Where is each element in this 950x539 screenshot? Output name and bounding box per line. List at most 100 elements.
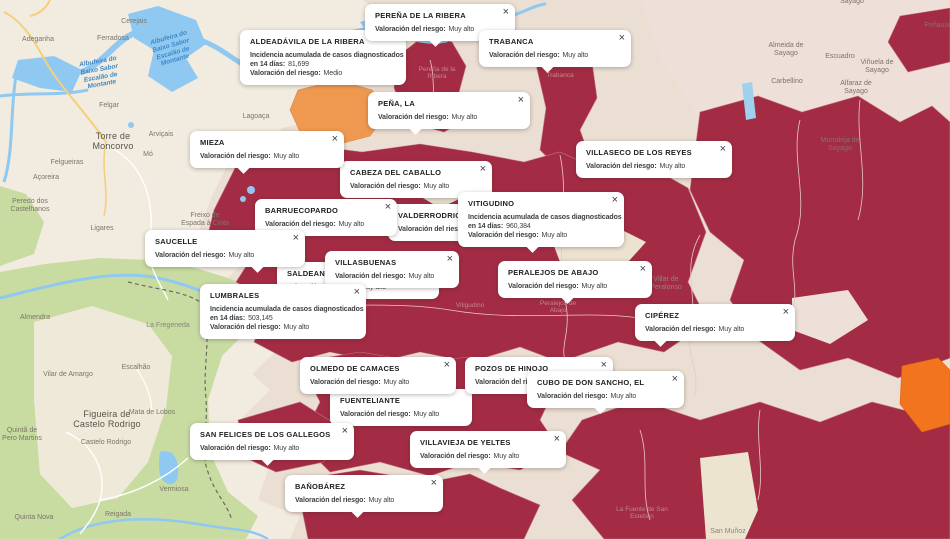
popup-risk-line: Valoración del riesgo:Muy alto <box>340 411 462 418</box>
close-icon[interactable]: × <box>611 194 618 206</box>
popup-risk-line: Valoración del riesgo:Muy alto <box>489 52 621 59</box>
close-icon[interactable]: × <box>502 6 509 18</box>
close-icon[interactable]: × <box>292 232 299 244</box>
risk-value: Muy alto <box>228 252 255 259</box>
popup-villaseco-de-los-reyes: VILLASECO DE LOS REYES Valoración del ri… <box>576 141 732 178</box>
risk-value: Muy alto <box>273 445 300 452</box>
risk-label: Valoración del riesgo: <box>489 52 560 59</box>
popup-fuenteliante: FUENTELIANTE Valoración del riesgo: Muy a… <box>330 389 472 426</box>
popup-title: VITIGUDINO <box>468 199 515 208</box>
close-icon[interactable]: × <box>517 94 524 106</box>
close-icon[interactable]: × <box>341 425 348 437</box>
portugal-terrain <box>0 186 262 539</box>
incidence-label2: en 14 días: <box>468 223 504 230</box>
risk-value: Muy alto <box>273 153 300 160</box>
popup-incidence-line2: en 14 días: 960,384 <box>468 223 614 230</box>
risk-label: Valoración del riesgo: <box>537 393 608 400</box>
risk-value: Muy alto <box>408 273 435 280</box>
popup-vitigudino: VITIGUDINO Incidencia acumulada de casos… <box>458 192 624 253</box>
popup-mieza: MIEZA Valoración del riesgo: Muy alto × <box>190 131 344 174</box>
risk-value: Muy alto <box>368 497 395 504</box>
risk-label: Valoración del riesgo: <box>398 226 469 233</box>
popup-risk-line: Valoración del riesgo:Muy alto <box>586 163 722 170</box>
incidence-label: Incidencia acumulada de casos diagnostic… <box>468 214 622 221</box>
popup-villasbuenas: VILLASBUENAS Valoración del riesgo: Muy a… <box>325 251 459 288</box>
popup-title: CIPÉREZ <box>645 311 680 320</box>
risk-label: Valoración del riesgo: <box>155 252 226 259</box>
close-icon[interactable]: × <box>353 286 360 298</box>
close-icon[interactable]: × <box>446 253 453 265</box>
popup-olmedo-de-camaces: OLMEDO DE CAMACES Valoración del riesgo:… <box>300 357 456 394</box>
risk-value: Muy alto <box>562 52 589 59</box>
close-icon[interactable]: × <box>331 133 338 145</box>
close-icon[interactable]: × <box>600 359 607 371</box>
popup-risk-line: Valoración del riesgo:Muy alto <box>508 283 642 290</box>
popup-incidence-line1: Incidencia acumulada de casos diagnostic… <box>250 52 404 59</box>
popup-trabanca: TRABANCA Valoración del riesgo: Muy alto … <box>479 30 631 73</box>
risk-label: Valoración del riesgo: <box>475 379 546 386</box>
popup-title: OLMEDO DE CAMACES <box>310 364 400 373</box>
popup-title: LUMBRALES <box>210 291 260 300</box>
popup-title: VALDERRODRIGO <box>398 211 468 220</box>
risk-value: Muy alto <box>718 326 745 333</box>
popup-title: SALDEANA <box>287 269 331 278</box>
popup-risk-line: Valoración del riesgo:Muy alto <box>265 221 387 228</box>
popup-cabeza-del-caballo: CABEZA DEL CABALLO Valoración del riesgo… <box>340 161 492 198</box>
close-icon[interactable]: × <box>553 433 560 445</box>
risk-value: Muy alto <box>659 163 686 170</box>
close-icon[interactable]: × <box>671 373 678 385</box>
close-icon[interactable]: × <box>443 359 450 371</box>
popup-title: BAÑOBÁREZ <box>295 482 346 491</box>
popup-risk-line: Valoración del riesgo:Muy alto <box>210 324 356 331</box>
popup-title: CABEZA DEL CABALLO <box>350 168 442 177</box>
popup-title: BARRUECOPARDO <box>265 206 339 215</box>
popup-peralejos-de-abajo: PERALEJOS DE ABAJO Valoración del riesgo… <box>498 261 652 304</box>
popup-incidence-line1: Incidencia acumulada de casos diagnostic… <box>210 306 364 313</box>
popup-title: ALDEADÁVILA DE LA RIBERA <box>250 37 365 46</box>
close-icon[interactable]: × <box>430 477 437 489</box>
close-icon[interactable]: × <box>782 306 789 318</box>
popup-risk-line: Valoración del riesgo:Muy alto <box>420 453 556 460</box>
incidence-value: 81,699 <box>288 61 309 68</box>
popup-risk-line: Valoración del riesgo:Muy alto <box>468 232 614 239</box>
popup-title: SAUCELLE <box>155 237 198 246</box>
risk-label: Valoración del riesgo: <box>350 183 421 190</box>
close-icon[interactable]: × <box>639 263 646 275</box>
incidence-value: 960,384 <box>506 223 531 230</box>
close-icon[interactable]: × <box>719 143 726 155</box>
risk-label: Valoración del riesgo: <box>200 445 271 452</box>
risk-label: Valoración del riesgo: <box>508 283 579 290</box>
popup-title: POZOS DE HINOJO <box>475 364 549 373</box>
incidence-label: Incidencia acumulada de casos diagnostic… <box>210 306 364 313</box>
risk-label: Valoración del riesgo: <box>335 273 406 280</box>
risk-label: Valoración del riesgo: <box>310 379 381 386</box>
high-risk-orange-municipality[interactable] <box>899 357 950 433</box>
close-icon[interactable]: × <box>479 163 486 175</box>
popup-title: PEÑA, LA <box>378 99 416 108</box>
popup-incidence-line2: en 14 días: 503,145 <box>210 315 356 322</box>
water <box>0 2 756 539</box>
popup-risk-line: Valoración del riesgo:Muy alto <box>200 445 344 452</box>
risk-label: Valoración del riesgo: <box>378 114 449 121</box>
popup-pena-la: PEÑA, LA Valoración del riesgo: Muy alto … <box>368 92 530 135</box>
risk-value: Muy alto <box>493 453 520 460</box>
risk-value: Muy alto <box>423 183 450 190</box>
popup-title: VILLAVIEJA DE YELTES <box>420 438 511 447</box>
risk-label: Valoración del riesgo: <box>645 326 716 333</box>
risk-value: Muy alto <box>610 393 637 400</box>
risk-label: Valoración del riesgo: <box>468 232 539 239</box>
popup-title: VILLASBUENAS <box>335 258 397 267</box>
popup-risk-line: Valoración del riesgo:Muy alto <box>537 393 674 400</box>
popup-risk-line: Valoración del riesgo:Muy alto <box>200 153 334 160</box>
close-icon[interactable]: × <box>618 32 625 44</box>
popup-risk-line: Valoración del riesgo: Medio <box>250 70 396 77</box>
risk-label: Valoración del riesgo: <box>340 411 411 418</box>
close-icon[interactable]: × <box>384 201 391 213</box>
popup-saucelle: SAUCELLE Valoración del riesgo: Muy alto … <box>145 230 305 273</box>
popup-incidence-line2: en 14 días: 81,699 <box>250 61 396 68</box>
incidence-label: Incidencia acumulada de casos diagnostic… <box>250 52 404 59</box>
risk-value: Muy alto <box>283 324 310 331</box>
popup-title: FUENTELIANTE <box>340 396 401 405</box>
popup-title: PERALEJOS DE ABAJO <box>508 268 599 277</box>
